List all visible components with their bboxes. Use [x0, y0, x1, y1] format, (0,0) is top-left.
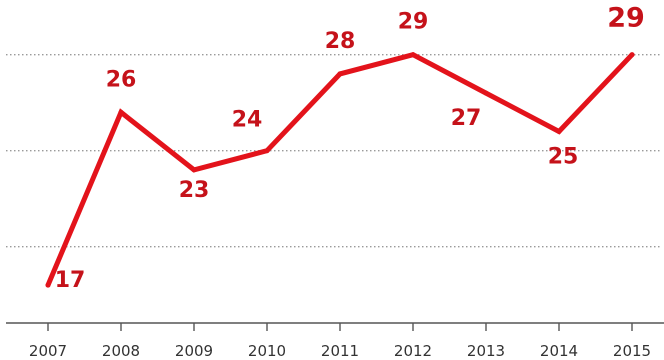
x-tick-label-2012: 2012: [394, 342, 432, 360]
x-axis-ticks: [47, 323, 633, 331]
x-tick-label-2008: 2008: [102, 342, 140, 360]
x-tick-label-2007: 2007: [29, 342, 67, 360]
x-tick-label-2009: 2009: [175, 342, 213, 360]
data-point-2011: [337, 71, 343, 77]
data-label-2007: 17: [55, 268, 86, 293]
data-labels: 17 26 23 24 28 29 27 25 29: [55, 3, 645, 293]
data-label-2009: 23: [179, 178, 210, 203]
data-label-2012: 29: [398, 10, 429, 35]
data-label-2015: 29: [607, 3, 645, 34]
data-point-2013: [483, 90, 489, 96]
data-point-2007: [45, 282, 51, 288]
data-label-2013: 27: [451, 106, 482, 131]
series-group: [45, 52, 635, 288]
data-label-2010: 24: [232, 108, 263, 133]
data-point-2008: [118, 109, 124, 115]
data-label-2008: 26: [106, 67, 137, 92]
x-tick-label-2015: 2015: [613, 342, 651, 360]
data-point-2012: [410, 52, 416, 58]
x-tick-label-2011: 2011: [321, 342, 359, 360]
data-point-2010: [264, 148, 270, 154]
x-tick-label-2014: 2014: [540, 342, 578, 360]
x-axis-tick-labels: 2007 2008 2009 2010 2011 2012 2013 2014 2015: [29, 342, 651, 360]
gridlines: [6, 54, 660, 248]
data-point-2014: [556, 129, 562, 134]
x-tick-label-2013: 2013: [467, 342, 505, 360]
data-label-2011: 28: [325, 29, 356, 54]
data-point-2015: [629, 52, 635, 58]
data-point-2009: [191, 167, 197, 173]
x-tick-label-2010: 2010: [248, 342, 286, 360]
data-label-2014: 25: [548, 145, 579, 170]
